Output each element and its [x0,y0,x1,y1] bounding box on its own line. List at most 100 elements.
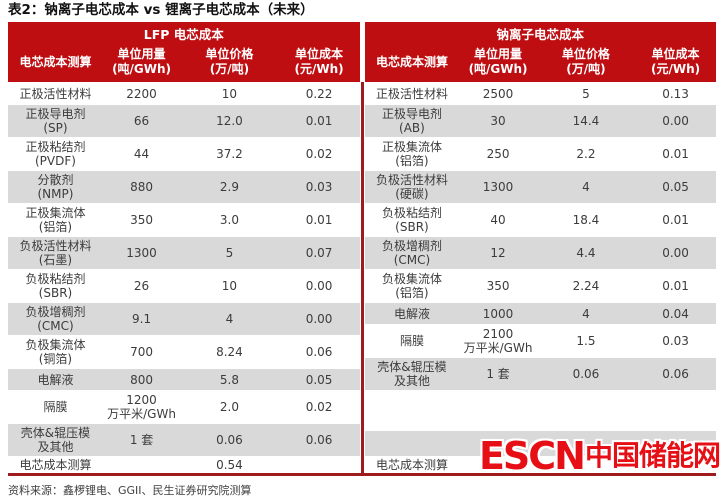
table-row: 正极粘结剂 (PVDF) 44 37.2 0.02 [8,137,360,170]
table-row: 负极活性材料 (硬碳) 1300 4 0.05 [364,170,716,203]
price-cell: 2.0 [219,400,239,414]
price-cell: 2.2 [576,147,596,161]
cost-cell: 0.01 [662,147,689,161]
price-cell: 10 [221,279,238,293]
usage-cell: 12 [490,246,506,260]
cost-cell: 0.03 [662,334,689,348]
item-cell: 正极活性材料 [19,86,92,101]
item-cell: 电解液 [393,306,430,321]
item-cell: 正极导电剂 (SP) [25,107,86,135]
cost-cell: 0.01 [662,279,689,293]
price-cell: 4 [582,306,590,321]
col-header-price-label: 单位价格 [205,47,254,61]
sodium-group-title: 钠离子电芯成本 [496,27,584,42]
item-cell: 负极粘结剂 (SBR) [381,206,442,234]
item-cell: 负极集流体 (铜箔) [25,338,86,366]
item-cell: 正极粘结剂 (PVDF) [25,140,86,168]
price-cell: 5 [582,86,590,101]
lfp-column-headers: 电芯成本测算 单位用量 (吨/GWh) 单位价格 (万/吨) 单位成本 (元/W… [8,42,360,82]
table-row: 隔膜 2100 万平米/GWh 1.5 0.03 [364,324,716,357]
price-cell: 0.06 [572,367,600,381]
usage-cell: 250 [486,147,510,161]
col-header-cost-label: 单位成本 [295,47,344,61]
col-header-usage-unit: (吨/GWh) [468,62,528,76]
usage-cell: 800 [130,372,153,387]
item-cell: 壳体&辊压模 及其他 [20,426,91,454]
cost-cell: 0.06 [305,345,333,359]
table-row: 电解液 1000 4 0.04 [364,302,716,324]
cost-cell: 0.00 [662,246,689,260]
cost-cell: 0.04 [662,306,689,321]
col-header-cost-unit: (元/Wh) [294,62,344,76]
cost-cell: 0.06 [662,367,689,381]
page-title: 表2：钠离子电芯成本 vs 锂离子电芯成本（未来） [8,2,314,18]
item-cell: 正极活性材料 [375,86,448,101]
price-cell: 4.4 [576,246,596,260]
escn-watermark-logo: ESCN 中国储能网 [479,433,721,479]
table-row: 负极粘结剂 (SBR) 26 10 0.00 [8,269,360,302]
price-cell: 2.24 [572,279,600,293]
price-cell: 8.24 [216,345,243,359]
item-cell: 电解液 [37,372,74,387]
total-label: 电芯成本测算 [19,458,92,472]
item-cell: 正极导电剂 (AB) [381,107,442,135]
table-row: 正极导电剂 (SP) 66 12.0 0.01 [8,104,360,137]
usage-cell [459,391,536,430]
item-cell: 负极活性材料 (硬碳) [375,173,448,201]
cost-cell: 0.02 [305,147,333,161]
col-header-cost-label: 单位成本 [651,47,700,61]
table-row: 负极增稠剂 (CMC) 9.1 4 0.00 [8,302,360,335]
usage-cell: 1000 [482,306,514,321]
usage-cell: 2200 [126,86,157,101]
col-header-price-unit: (万/吨) [566,62,606,76]
price-cell: 1.5 [576,334,596,348]
sodium-cost-table: 钠离子电芯成本 电芯成本测算 单位用量 (吨/GWh) 单位价格 (万/吨) 单… [364,22,716,473]
usage-cell: 2100 万平米/GWh [463,327,533,355]
usage-cell: 1300 [126,246,157,260]
table-row: 正极集流体 (铝箔) 350 3.0 0.01 [8,203,360,236]
usage-cell: 350 [130,213,153,227]
usage-cell: 30 [490,114,506,128]
cost-cell: 0.01 [662,213,689,227]
usage-cell: 26 [133,279,150,293]
price-cell: 37.2 [216,147,243,161]
col-header-cost-unit: (元/Wh) [650,62,701,76]
col-header-price: 单位价格 (万/吨) [180,42,278,82]
table-row: 负极集流体 (铜箔) 700 8.24 0.06 [8,335,360,368]
cost-cell: 0.05 [305,372,333,387]
cost-cell: 0.13 [662,86,689,101]
lfp-cost-table: LFP 电芯成本 电芯成本测算 单位用量 (吨/GWh) 单位价格 (万/吨) … [8,22,360,473]
cost-cell: 0.03 [305,180,333,194]
table-row: 负极集流体 (铝箔) 350 2.24 0.01 [364,269,716,302]
col-header-item: 电芯成本测算 [19,54,92,69]
col-header-cost: 单位成本 (元/Wh) [279,42,360,82]
cost-cell: 0.00 [305,312,333,326]
source-note: 资料来源：鑫椤锂电、GGII、民生证券研究院测算 [8,484,252,497]
usage-cell: 40 [490,213,506,227]
table-row: 正极活性材料 2200 10 0.22 [8,82,360,104]
sodium-table-body: 正极活性材料 2500 5 0.13 正极导电剂 (AB) 30 14.4 0.00 正极集流体(… [364,82,716,456]
cost-cell: 0.02 [305,400,333,414]
price-cell: 4 [582,180,590,194]
item-cell: 隔膜 [43,400,68,414]
usage-cell: 2500 [482,86,514,101]
price-cell: 14.4 [572,114,600,128]
price-cell: 3.0 [219,213,239,227]
item-cell: 负极增稠剂 (CMC) [381,239,442,267]
price-cell: 4 [225,312,234,326]
item-cell [365,391,460,430]
usage-cell: 350 [486,279,510,293]
table-row: 壳体&辊压模 及其他 1 套 0.06 0.06 [8,423,360,456]
item-cell: 负极增稠剂 (CMC) [25,305,86,333]
price-cell: 5.8 [219,372,239,387]
cost-comparison-tables: LFP 电芯成本 电芯成本测算 单位用量 (吨/GWh) 单位价格 (万/吨) … [8,22,716,476]
col-header-usage: 单位用量 (吨/GWh) [459,42,536,82]
total-value: 0.54 [216,458,243,472]
total-cost-cell [279,457,360,473]
lfp-group-title: LFP 电芯成本 [143,27,224,42]
cost-cell: 0.00 [662,114,689,128]
price-cell: 12.0 [216,114,243,128]
table-row: 隔膜 1200 万平米/GWh 2.0 0.02 [8,390,360,423]
col-header-price-label: 单位价格 [561,47,610,61]
usage-cell: 9.1 [132,312,152,326]
